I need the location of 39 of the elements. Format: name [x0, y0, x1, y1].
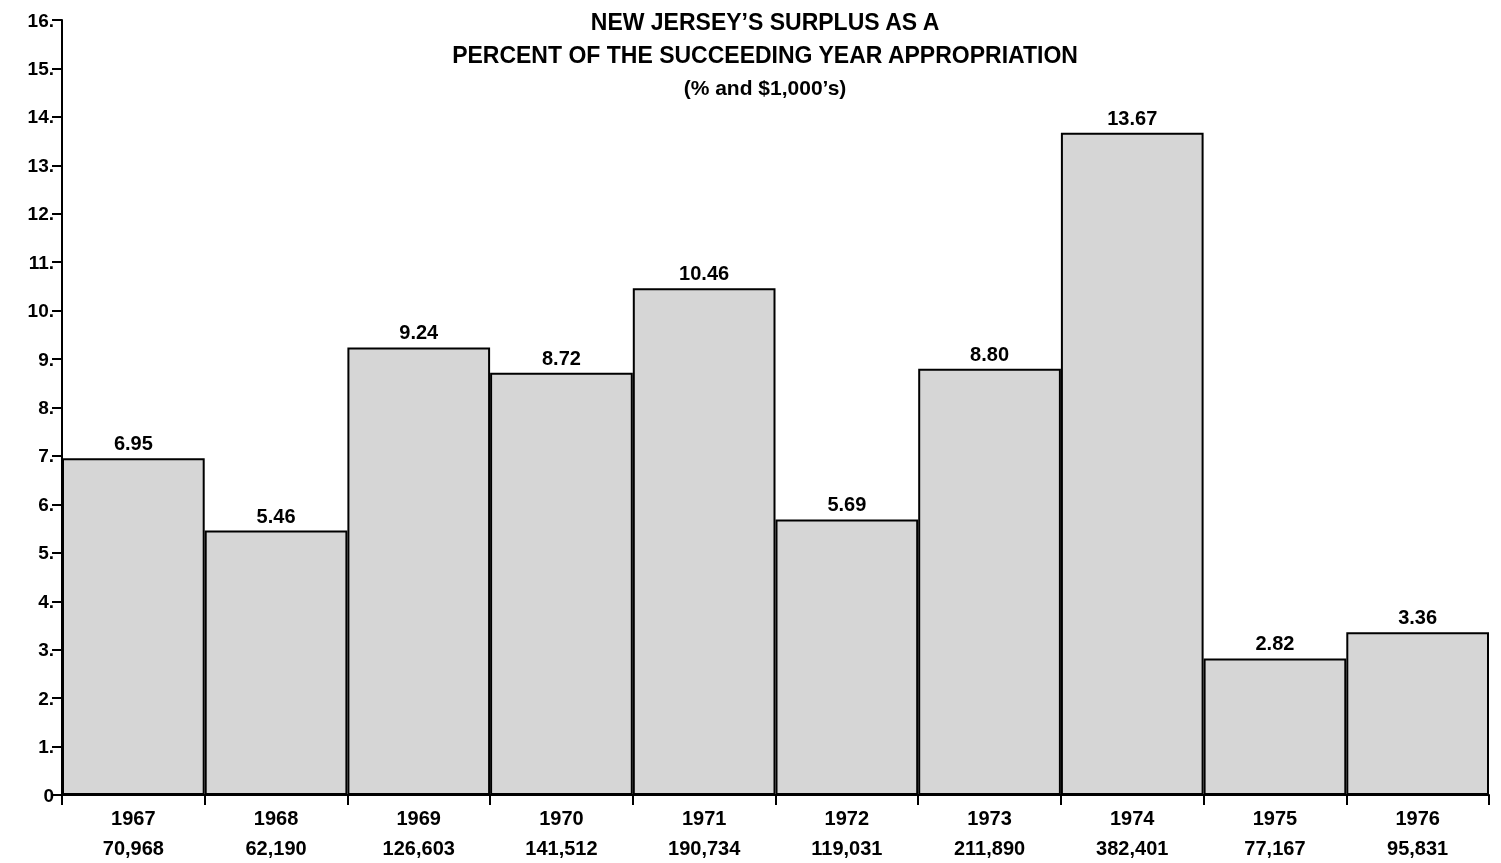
y-tick-label: 13. [27, 154, 54, 176]
x-tick-label: 1976 95,831 [1387, 807, 1449, 859]
y-tick-label: 7. [38, 445, 54, 467]
y-tick-label: 15. [27, 57, 54, 79]
x-tick-label: 1969 126,603 [382, 807, 455, 859]
x-tick-label: 1972 119,031 [811, 807, 883, 859]
data-label: 3.36 [1398, 606, 1438, 629]
y-tick-label: 5. [38, 542, 54, 564]
data-label: 13.67 [1107, 106, 1158, 129]
x-tick-label: 1967 70,968 [102, 807, 164, 859]
y-tick-label: 14. [27, 106, 54, 128]
y-tick-label: 16. [27, 9, 54, 31]
y-tick-label: 6. [38, 493, 54, 515]
text: (% and $1,000’s) [683, 76, 847, 99]
data-label: 8.72 [541, 346, 581, 369]
x-tick-label: 1975 77,167 [1244, 807, 1306, 859]
x-tick-label: 1974 382,401 [1096, 807, 1169, 859]
data-label: 5.69 [827, 493, 867, 516]
y-tick-label: 0 [43, 784, 54, 806]
data-label: 8.80 [970, 342, 1010, 365]
data-label: 5.46 [256, 504, 296, 527]
y-tick-label: 3. [38, 639, 54, 661]
y-tick-label: 2. [38, 687, 54, 709]
data-label: 10.46 [679, 262, 730, 285]
y-tick-label: 10. [27, 300, 54, 322]
x-tick-label: 1971 190,734 [668, 807, 742, 859]
y-tick-label: 9. [38, 348, 54, 370]
x-tick-label: 1973 211,890 [953, 807, 1026, 859]
data-label: 2.82 [1255, 632, 1295, 655]
x-tick-label: 1968 62,190 [245, 807, 307, 859]
y-tick-label: 4. [38, 590, 54, 612]
data-label: 9.24 [399, 321, 440, 344]
y-tick-label: 12. [27, 203, 54, 225]
y-tick-label: 8. [38, 397, 54, 418]
chart-title: NEW JERSEY’S SURPLUS AS A PERCENT OF THE SUCCEEDING YEAR APPROPRIATION [452, 8, 1078, 68]
data-label: 6.95 [113, 432, 153, 455]
x-tick-label: 1970 141,512 [525, 807, 598, 859]
y-tick-label: 11. [28, 251, 54, 273]
y-tick-label: 1. [38, 736, 54, 758]
